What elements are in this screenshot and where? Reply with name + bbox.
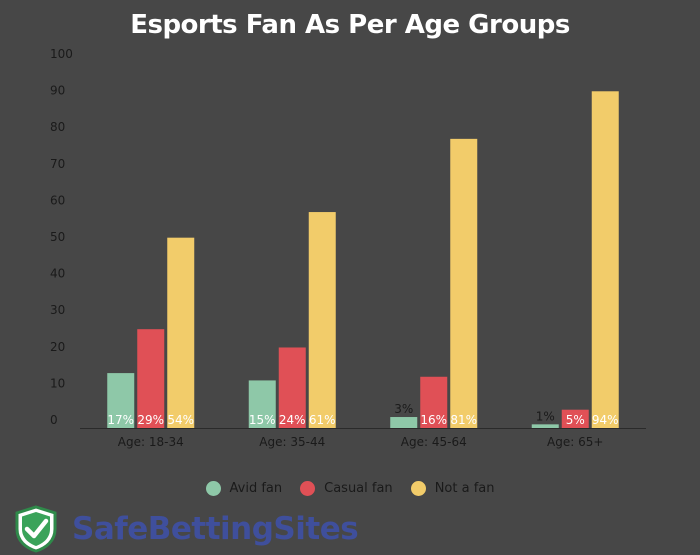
data-label: 61% <box>309 413 336 427</box>
data-label: 29% <box>137 413 164 427</box>
y-tick-label: 80 <box>50 120 65 134</box>
legend-swatch-not-a-fan <box>410 481 426 496</box>
legend: Avid fan Casual fan Not a fan <box>0 481 700 496</box>
legend-label-casual-fan: Casual fan <box>324 481 393 496</box>
data-label: 81% <box>450 413 477 427</box>
legend-item-casual-fan[interactable]: Casual fan <box>300 481 393 496</box>
y-tick-label: 40 <box>50 267 65 281</box>
bar <box>531 424 559 428</box>
x-tick-label: Age: 18-34 <box>118 435 184 449</box>
bar <box>308 212 336 428</box>
chart-title: Esports Fan As Per Age Groups <box>130 10 570 40</box>
bar-chart: 0 10 20 30 40 50 60 70 80 90 100 17% 29% 54% Age: 18-3… <box>50 47 646 449</box>
bar <box>167 237 195 428</box>
bar <box>591 91 619 428</box>
legend-swatch-avid-fan <box>205 481 221 496</box>
shield-check-icon <box>15 505 57 553</box>
bar <box>420 376 448 428</box>
brand-name: SafeBettingSites <box>72 511 359 547</box>
x-tick-label: Age: 65+ <box>547 435 603 449</box>
y-tick-label: 50 <box>50 230 65 244</box>
y-tick-label: 100 <box>50 47 73 61</box>
x-tick-label: Age: 45-64 <box>401 435 467 449</box>
data-label: 24% <box>279 413 306 427</box>
data-label: 15% <box>249 413 276 427</box>
data-label: 16% <box>420 413 447 427</box>
legend-item-avid-fan[interactable]: Avid fan <box>205 481 283 496</box>
y-tick-label: 20 <box>50 340 65 354</box>
bar <box>107 373 135 428</box>
bar <box>248 380 276 428</box>
y-tick-label: 90 <box>50 84 65 98</box>
y-tick-label: 30 <box>50 303 65 317</box>
data-label: 3% <box>394 402 413 416</box>
y-tick-label: 70 <box>50 157 65 171</box>
legend-label-avid-fan: Avid fan <box>229 481 283 496</box>
bar <box>561 409 589 428</box>
bar <box>390 417 418 428</box>
y-tick-label: 60 <box>50 193 65 207</box>
data-label: 5% <box>566 413 585 427</box>
legend-label-not-a-fan: Not a fan <box>434 481 495 496</box>
data-label: 94% <box>592 413 619 427</box>
x-tick-label: Age: 35-44 <box>259 435 325 449</box>
brand-logo[interactable]: SafeBettingSites <box>14 505 359 553</box>
bar <box>450 138 478 429</box>
data-label: 54% <box>167 413 194 427</box>
bar <box>278 347 306 428</box>
y-tick-label: 0 <box>50 413 58 427</box>
bar <box>137 329 165 428</box>
legend-swatch-casual-fan <box>300 481 316 496</box>
y-tick-label: 10 <box>50 376 65 390</box>
data-label: 17% <box>107 413 134 427</box>
data-label: 1% <box>536 409 555 423</box>
legend-item-not-a-fan[interactable]: Not a fan <box>410 481 495 496</box>
